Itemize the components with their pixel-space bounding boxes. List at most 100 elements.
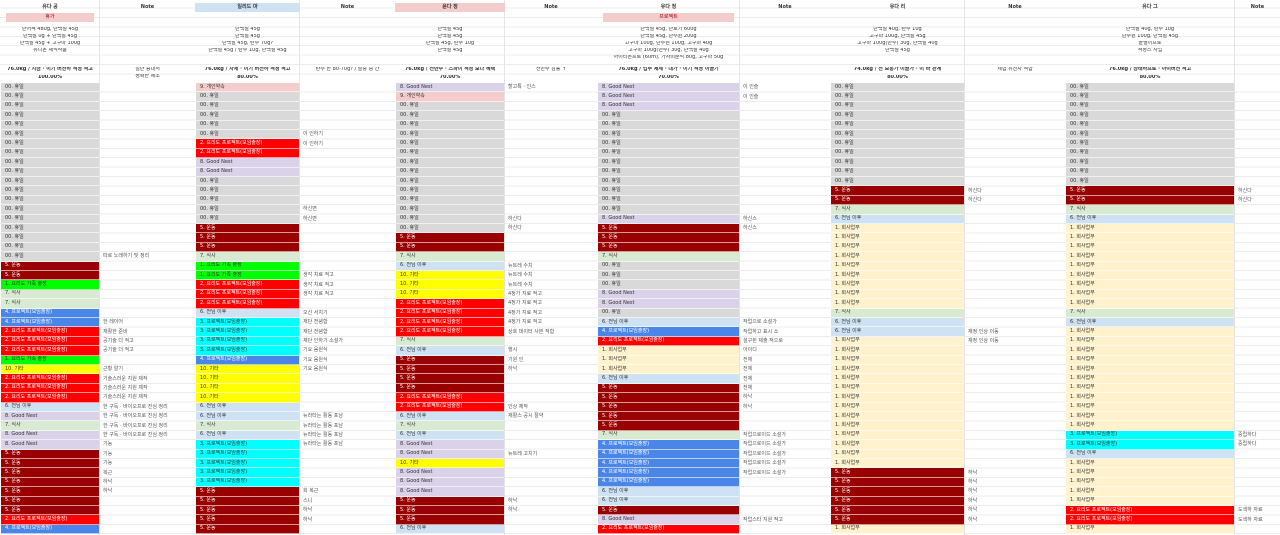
status-cell[interactable]: 7. 식사 [1066, 308, 1234, 318]
status-cell[interactable]: 4. 프로젝트(모임출장) [196, 355, 299, 365]
status-cell[interactable]: 2. 요리도 프로젝트(모임출장) [396, 327, 504, 337]
status-cell[interactable]: 7. 식사 [396, 336, 504, 347]
status-cell[interactable]: 1. 요리도 가족 출장 [196, 271, 299, 281]
status-cell[interactable]: 10. 기타 [396, 271, 504, 281]
status-cell[interactable]: 6. 전님 이후 [196, 308, 299, 318]
status-cell[interactable]: 5. 운동 [196, 224, 299, 234]
status-cell[interactable]: 6. 전님 이후 [1, 402, 99, 412]
status-cell[interactable]: 4. 프로젝트(모임출장) [598, 477, 739, 488]
status-cell[interactable]: 00. 휴일 [196, 205, 299, 215]
status-cell[interactable]: 1. 회사업무 [831, 280, 964, 290]
status-cell[interactable]: 1. 회사업무 [1066, 496, 1234, 506]
status-cell[interactable]: 00. 휴일 [831, 130, 964, 140]
status-cell[interactable]: 5. 운동 [598, 393, 739, 403]
status-cell[interactable]: 4. 프로젝트(모임출장) [598, 459, 739, 469]
status-cell[interactable]: 00. 휴일 [598, 158, 739, 168]
status-cell[interactable]: 00. 휴일 [396, 101, 504, 112]
status-cell[interactable]: 00. 휴일 [598, 130, 739, 140]
status-cell[interactable]: 6. 전님 이후 [598, 487, 739, 497]
status-cell[interactable]: 8. Good Nest [1, 440, 99, 450]
status-cell[interactable]: 7. 식사 [598, 430, 739, 441]
status-cell[interactable]: 00. 휴일 [1, 214, 99, 224]
status-cell[interactable]: 5. 운동 [831, 195, 964, 206]
status-cell[interactable]: 00. 휴일 [831, 120, 964, 130]
status-cell[interactable]: 3. 프로젝트(모임출장) [196, 477, 299, 488]
status-cell[interactable]: 5. 운동 [196, 524, 299, 535]
status-cell[interactable]: 3. 프로젝트(모임출장) [196, 327, 299, 337]
status-cell[interactable]: 00. 휴일 [831, 101, 964, 112]
status-cell[interactable]: 1. 회사업무 [1066, 412, 1234, 422]
status-cell[interactable]: 00. 휴일 [1, 252, 99, 262]
status-cell[interactable]: 5. 운동 [831, 186, 964, 196]
status-cell[interactable]: 2. 요리도 프로젝트(모임출장) [1, 393, 99, 403]
status-cell[interactable]: 8. Good Nest [598, 289, 739, 300]
status-cell[interactable]: 1. 회사업무 [831, 299, 964, 309]
status-cell[interactable]: 5. 운동 [1, 459, 99, 469]
status-cell[interactable]: 6. 전님 이후 [831, 318, 964, 328]
status-cell[interactable]: 00. 휴일 [1066, 139, 1234, 149]
status-cell[interactable]: 00. 휴일 [598, 261, 739, 271]
status-cell[interactable]: 1. 회사업무 [1066, 393, 1234, 403]
status-cell[interactable]: 3. 프로젝트(모임출장) [1066, 430, 1234, 441]
status-cell[interactable]: 00. 휴일 [598, 271, 739, 281]
status-cell[interactable]: 5. 운동 [598, 242, 739, 253]
status-cell[interactable]: 00. 휴일 [598, 195, 739, 206]
status-cell[interactable]: 00. 휴일 [196, 120, 299, 130]
status-cell[interactable]: 7. 식사 [1, 299, 99, 309]
status-cell[interactable]: 1. 요리도 가족 출장 [196, 261, 299, 271]
status-cell[interactable]: 6. 전님 이후 [598, 318, 739, 328]
status-cell[interactable]: 1. 회사업무 [1066, 224, 1234, 234]
status-cell[interactable]: 1. 회사업무 [831, 402, 964, 412]
status-cell[interactable]: 5. 운동 [598, 506, 739, 516]
status-cell[interactable]: 8. Good Nest [396, 440, 504, 450]
status-cell[interactable]: 10. 기타 [1, 365, 99, 375]
status-cell[interactable]: 00. 휴일 [1, 92, 99, 102]
status-cell[interactable]: 8. Good Nest [396, 487, 504, 497]
status-cell[interactable]: 5. 운동 [396, 365, 504, 375]
status-cell[interactable]: 1. 회사업무 [831, 440, 964, 450]
status-cell[interactable]: 1. 회사업무 [1066, 355, 1234, 365]
status-cell[interactable]: 8. Good Nest [1, 430, 99, 441]
status-cell[interactable]: 9. 개인약속 [196, 83, 299, 93]
status-cell[interactable]: 5. 운동 [831, 506, 964, 516]
status-cell[interactable]: 00. 휴일 [598, 139, 739, 149]
status-cell[interactable]: 4. 프로젝트(모임출장) [598, 468, 739, 478]
status-cell[interactable]: 10. 기타 [396, 459, 504, 469]
status-cell[interactable]: 7. 식사 [1066, 205, 1234, 215]
status-cell[interactable]: 7. 식사 [831, 205, 964, 215]
status-cell[interactable]: 1. 회사업무 [1066, 271, 1234, 281]
status-cell[interactable]: 5. 운동 [396, 374, 504, 384]
status-cell[interactable]: 5. 운동 [196, 233, 299, 243]
status-cell[interactable]: 10. 기타 [196, 393, 299, 403]
status-cell[interactable]: 1. 회사업무 [1066, 383, 1234, 394]
status-cell[interactable]: 1. 회사업무 [598, 355, 739, 365]
status-cell[interactable]: 1. 회사업무 [1066, 299, 1234, 309]
status-cell[interactable]: 2. 요리도 프로젝트(모임출장) [196, 280, 299, 290]
status-cell[interactable]: 2. 요리도 프로젝트(모임출장) [196, 299, 299, 309]
status-cell[interactable]: 00. 휴일 [831, 167, 964, 177]
status-cell[interactable]: 4. 프로젝트(모임출장) [1, 524, 99, 535]
status-cell[interactable]: 2. 요리도 프로젝트(모임출장) [196, 289, 299, 300]
status-cell[interactable]: 5. 운동 [831, 496, 964, 506]
status-cell[interactable]: 8. Good Nest [598, 83, 739, 93]
status-cell[interactable]: 1. 회사업무 [1066, 468, 1234, 478]
status-cell[interactable]: 5. 운동 [831, 515, 964, 525]
status-cell[interactable]: 5. 운동 [831, 477, 964, 488]
status-cell[interactable]: 1. 회사업무 [831, 233, 964, 243]
status-cell[interactable]: 1. 회사업무 [1066, 327, 1234, 337]
status-cell[interactable]: 8. Good Nest [1, 412, 99, 422]
status-cell[interactable]: 1. 회사업무 [831, 459, 964, 469]
status-cell[interactable]: 7. 식사 [396, 421, 504, 431]
status-cell[interactable]: 2. 요리도 프로젝트(모임출장) [1, 383, 99, 394]
status-cell[interactable]: 00. 휴일 [1066, 101, 1234, 112]
status-cell[interactable]: 00. 휴일 [1, 130, 99, 140]
status-cell[interactable]: 00. 휴일 [396, 167, 504, 177]
status-cell[interactable]: 1. 회사업무 [831, 355, 964, 365]
status-cell[interactable]: 00. 휴일 [1, 120, 99, 130]
status-cell[interactable]: 7. 식사 [196, 421, 299, 431]
status-cell[interactable]: 00. 휴일 [1066, 148, 1234, 159]
status-cell[interactable]: 6. 전님 이후 [196, 412, 299, 422]
status-cell[interactable]: 8. Good Nest [396, 449, 504, 459]
status-cell[interactable]: 00. 휴일 [598, 120, 739, 130]
status-cell[interactable]: 5. 운동 [598, 421, 739, 431]
